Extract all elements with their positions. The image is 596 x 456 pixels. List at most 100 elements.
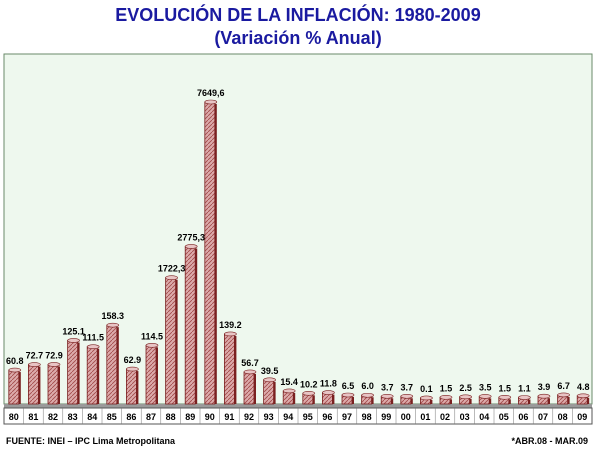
bar-81: [27, 364, 39, 405]
bar-shadow: [567, 396, 570, 404]
bar-cap: [126, 366, 139, 372]
value-label: 4.8: [577, 382, 590, 392]
bar-shadow: [489, 398, 492, 404]
bar-cap: [106, 322, 120, 328]
bar-shadow: [410, 398, 413, 404]
bar-cap: [478, 394, 492, 399]
bar-82: [47, 364, 59, 405]
bar-shadow: [273, 381, 276, 404]
x-tick-label: 05: [499, 412, 509, 422]
bar-shadow: [97, 348, 100, 404]
x-tick-label: 89: [185, 412, 195, 422]
bar-shadow: [469, 398, 472, 404]
value-label: 3.9: [538, 382, 551, 392]
bar-cap: [47, 362, 61, 367]
bar-cap: [439, 395, 453, 400]
bar-cap: [282, 388, 296, 394]
bar-shadow: [430, 399, 433, 404]
x-tick-label: 09: [577, 412, 587, 422]
bar-cap: [341, 392, 355, 398]
x-tick-label: 96: [322, 412, 332, 422]
value-label: 3.5: [479, 382, 492, 392]
x-tick-label: 88: [166, 412, 176, 422]
bar-shadow: [38, 366, 41, 404]
bar-84: [86, 346, 98, 405]
bar-cap: [557, 392, 570, 398]
x-tick-label: 01: [420, 412, 430, 422]
bar-shadow: [136, 371, 139, 404]
bar-cap: [302, 391, 316, 396]
bar-83: [67, 340, 78, 405]
x-tick-label: 98: [362, 412, 372, 422]
value-label: 56.7: [241, 358, 259, 368]
bar-92: [243, 371, 255, 405]
bar-shadow: [548, 398, 550, 404]
bar-85: [106, 324, 118, 405]
bar-cap: [28, 362, 41, 367]
x-tick-label: 04: [479, 412, 489, 422]
bar-shadow: [293, 392, 296, 404]
bar-cap: [204, 99, 218, 105]
bar-shadow: [195, 248, 198, 404]
x-tick-label: 03: [460, 412, 470, 422]
source-note: FUENTE: INEI – IPC Lima Metropolitana: [6, 436, 176, 446]
bar-shadow: [450, 399, 452, 404]
bar-cap: [459, 394, 472, 400]
x-tick-label: 08: [558, 412, 568, 422]
bar-cap: [361, 392, 374, 398]
value-label: 2.5: [459, 383, 472, 393]
x-tick-label: 97: [342, 412, 352, 422]
bar-91: [223, 333, 235, 405]
bar-shadow: [587, 397, 590, 404]
bar-cap: [400, 393, 414, 399]
bar-90: [204, 101, 216, 405]
value-label: 39.5: [261, 366, 279, 376]
bar-shadow: [312, 395, 315, 404]
value-label: 111.5: [82, 333, 104, 343]
value-label: 125.1: [62, 326, 85, 336]
value-label: 2775,3: [177, 232, 205, 242]
x-tick-label: 90: [205, 412, 215, 422]
bar-shadow: [175, 279, 178, 404]
value-label: 139.2: [219, 320, 242, 330]
x-tick-label: 85: [107, 412, 117, 422]
value-label: 6.7: [557, 381, 570, 391]
x-tick-label: 80: [9, 412, 19, 422]
bar-shadow: [58, 366, 60, 404]
bar-shadow: [391, 398, 394, 404]
x-tick-label: 92: [244, 412, 254, 422]
value-label: 1.5: [499, 383, 512, 393]
bar-cap: [322, 390, 335, 395]
value-label: 6.5: [342, 381, 355, 391]
x-tick-label: 81: [28, 412, 38, 422]
bar-cap: [184, 244, 198, 249]
bar-shadow: [508, 399, 511, 404]
bar-cap: [243, 369, 257, 375]
bar-cap: [67, 338, 80, 343]
bar-cap: [224, 331, 237, 337]
period-note: *ABR.08 - MAR.09: [511, 436, 588, 446]
x-tick-label: 07: [538, 412, 548, 422]
bar-cap: [498, 395, 512, 400]
bar-shadow: [214, 104, 217, 404]
value-label: 1.1: [518, 383, 531, 393]
x-tick-label: 83: [68, 412, 78, 422]
plot-floor: [4, 404, 592, 408]
bar-shadow: [332, 394, 335, 404]
bar-shadow: [156, 347, 158, 404]
x-tick-label: 95: [303, 412, 313, 422]
x-tick-label: 99: [381, 412, 391, 422]
value-label: 3.7: [381, 382, 394, 392]
chart-title: EVOLUCIÓN DE LA INFLACIÓN: 1980-2009: [115, 5, 481, 25]
bar-cap: [576, 393, 590, 399]
bar-86: [126, 368, 137, 405]
bar-cap: [380, 393, 394, 399]
bar-cap: [420, 395, 433, 401]
bar-cap: [145, 343, 159, 348]
plot-area: [3, 53, 593, 405]
bar-shadow: [528, 399, 531, 404]
bar-shadow: [254, 373, 256, 404]
bar-cap: [86, 344, 100, 350]
bar-93: [263, 379, 275, 405]
